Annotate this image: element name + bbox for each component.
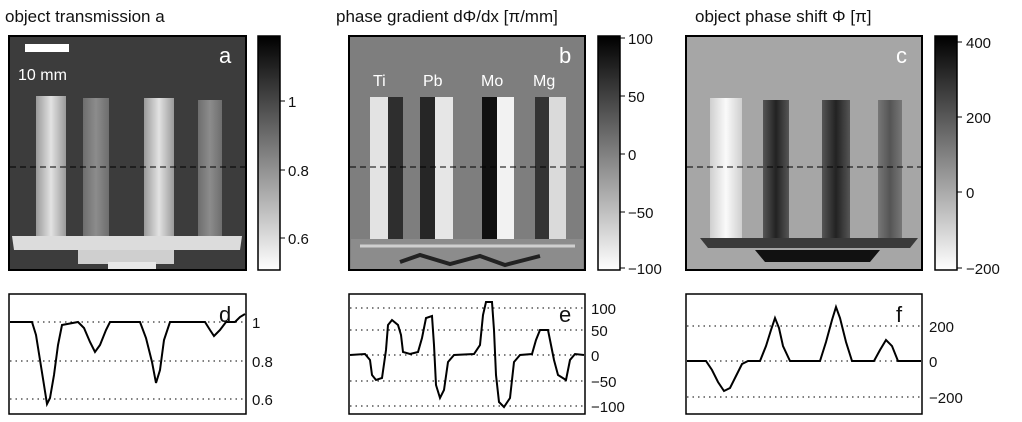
panel-d-letter: d [219, 302, 231, 327]
profile-d-tick: 0.8 [252, 354, 273, 371]
profile-f: f 200 0 −200 [685, 293, 963, 415]
cbar-b-tick: −100 [628, 261, 662, 278]
sample-base [12, 236, 242, 250]
panel-b-colorbar: 100 50 0 −50 −100 [597, 31, 662, 278]
panel-a-image: 10 mm a [8, 35, 247, 271]
panel-b-image: Ti Pb Mo Mg b [348, 35, 586, 271]
profile-d-tick: 0.6 [252, 392, 273, 409]
panel-a-colorbar: 1 0.8 0.6 [257, 35, 309, 271]
profile-e-tick: 100 [591, 301, 616, 318]
profile-e-tick: 50 [591, 323, 608, 340]
cbar-c-tick: −200 [966, 261, 1000, 278]
profile-d: d 1 0.8 0.6 [8, 293, 273, 415]
cbar-c-tick: 200 [966, 110, 991, 127]
cbar-a-tick: 0.8 [288, 163, 309, 180]
panel-c-title: object phase shift Φ [π] [695, 7, 872, 26]
cbar-a-tick: 0.6 [288, 231, 309, 248]
panel-a-title: object transmission a [5, 7, 165, 26]
sample-label-ti: Ti [373, 73, 386, 90]
panel-a-letter: a [219, 43, 232, 68]
cbar-b-tick: −50 [628, 205, 653, 222]
sample-label-mo: Mo [481, 73, 503, 90]
scale-bar [25, 44, 69, 52]
panel-e-letter: e [559, 302, 571, 327]
cbar-b-tick: 50 [628, 89, 645, 106]
panel-f-letter: f [896, 302, 903, 327]
rod-3 [144, 98, 174, 236]
rod-1 [36, 96, 66, 236]
profile-e-tick: −100 [591, 399, 625, 416]
panel-c-image: c [685, 35, 923, 271]
sample-label-mg: Mg [533, 73, 555, 90]
profile-f-tick: 0 [929, 354, 937, 371]
panel-b-letter: b [559, 43, 571, 68]
panel-b-title: phase gradient dΦ/dx [π/mm] [336, 7, 558, 26]
sample-label-pb: Pb [423, 73, 443, 90]
cbar-b-tick: 0 [628, 147, 636, 164]
panel-c-letter: c [896, 43, 907, 68]
cbar-c-tick: 0 [966, 185, 974, 202]
scale-bar-label: 10 mm [18, 67, 67, 84]
rod-4 [198, 100, 222, 236]
panel-c-colorbar: 400 200 0 −200 [934, 35, 1000, 278]
profile-f-tick: 200 [929, 319, 954, 336]
profile-e-tick: −50 [591, 374, 616, 391]
cbar-b-tick: 100 [628, 31, 653, 48]
cbar-c-tick: 400 [966, 35, 991, 52]
profile-e: e 100 50 0 −50 −100 [348, 293, 625, 416]
profile-d-tick: 1 [252, 315, 260, 332]
cbar-a-tick: 1 [288, 94, 296, 111]
profile-f-tick: −200 [929, 390, 963, 407]
profile-e-tick: 0 [591, 348, 599, 365]
